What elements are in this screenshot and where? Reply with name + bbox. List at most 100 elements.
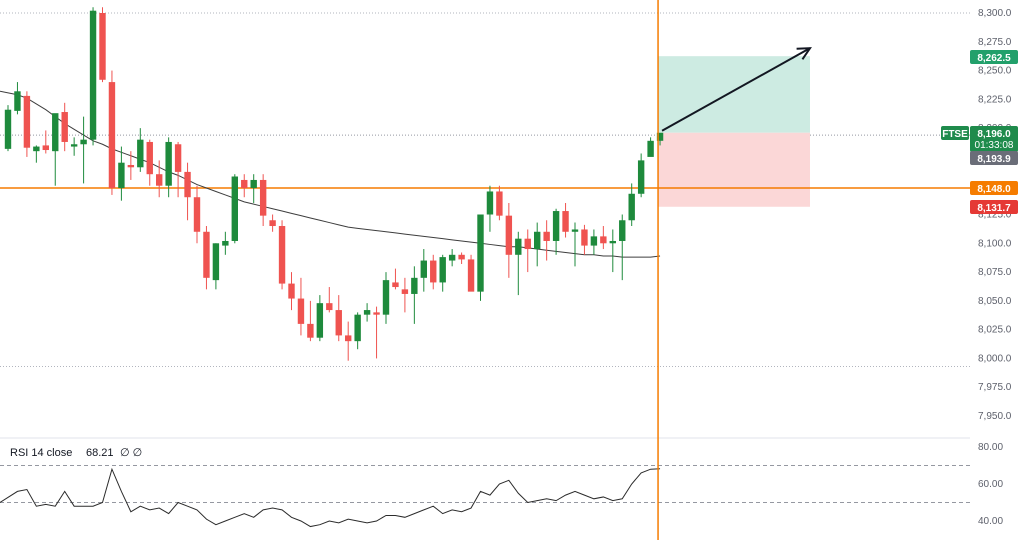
candle	[326, 287, 333, 313]
candle-body	[70, 144, 78, 147]
candle	[647, 137, 654, 157]
candle	[363, 303, 371, 322]
candle-body	[80, 139, 87, 145]
rsi-pane[interactable]	[0, 465, 970, 528]
candle	[118, 146, 125, 201]
candle-body	[146, 141, 153, 175]
symbol-tag-label: FTSE	[942, 129, 968, 140]
candle	[288, 272, 295, 311]
candle	[552, 208, 560, 255]
candle	[609, 229, 616, 273]
candle	[354, 312, 361, 350]
candle-body	[297, 298, 305, 324]
price-tick-label: 8,250.0	[978, 66, 1012, 77]
rsi-tick-label: 60.00	[978, 479, 1003, 490]
stop-price-tag	[970, 200, 1018, 214]
level-price-label: 8,148.0	[977, 184, 1011, 195]
candle-body	[269, 220, 276, 227]
candle-body	[241, 179, 248, 189]
candle-body	[382, 280, 390, 315]
rsi-indicator-value: 68.21	[86, 447, 114, 459]
current-price-tag	[970, 126, 1018, 152]
candle	[14, 82, 21, 115]
candle-body	[430, 260, 437, 283]
candle	[392, 268, 399, 290]
candle-body	[496, 191, 503, 216]
price-tick-label: 8,125.0	[978, 210, 1012, 221]
price-tick-label: 8,000.0	[978, 353, 1012, 364]
candle-body	[42, 145, 49, 151]
candle	[496, 185, 503, 221]
price-tick-label: 8,275.0	[978, 37, 1012, 48]
price-tick-label: 8,050.0	[978, 296, 1012, 307]
candle-body	[288, 283, 295, 299]
candle	[250, 174, 257, 203]
candle-body	[552, 211, 560, 241]
candle	[70, 137, 78, 156]
candle	[269, 214, 276, 232]
candle	[259, 174, 267, 227]
price-tick-label: 7,975.0	[978, 382, 1012, 393]
rsi-indicator-title[interactable]: RSI 14 close	[10, 447, 72, 459]
candle-body	[174, 144, 182, 172]
candle-body	[363, 310, 371, 315]
candle-body	[401, 289, 409, 294]
candle	[656, 132, 664, 146]
candle-body	[439, 257, 446, 283]
candle	[222, 231, 229, 255]
stop-zone[interactable]	[658, 132, 810, 207]
candle	[448, 249, 456, 267]
candle	[401, 277, 409, 313]
rsi-indicator-extra: ∅ ∅	[120, 447, 142, 459]
candle	[439, 254, 446, 292]
symbol-tag	[941, 126, 969, 140]
last-price-tag	[970, 151, 1018, 165]
candle	[174, 141, 182, 198]
rsi-axis[interactable]: 80.00 60.00 40.00	[978, 442, 1003, 527]
candle-body	[600, 236, 607, 244]
candle	[278, 220, 286, 290]
candle	[42, 130, 49, 154]
candle	[581, 224, 588, 255]
candle-body	[505, 215, 513, 255]
candle-body	[335, 310, 342, 336]
candle-body	[137, 139, 144, 168]
projection-arrow-head	[796, 47, 812, 60]
candle-body	[448, 254, 456, 261]
candle-body	[99, 13, 106, 80]
price-pane[interactable]	[0, 7, 970, 367]
candle	[420, 249, 427, 292]
price-tick-label: 7,950.0	[978, 411, 1012, 422]
candle-body	[477, 214, 484, 292]
candle-body	[590, 236, 598, 246]
current-price-label: 8,196.0	[977, 129, 1011, 140]
price-tick-label: 8,300.0	[978, 8, 1012, 19]
price-axis[interactable]: 8,300.08,275.08,250.08,225.08,200.08,175…	[978, 8, 1012, 422]
candle-body	[609, 240, 616, 244]
candle-body	[562, 211, 569, 232]
candle	[628, 183, 635, 227]
projection-arrow-line[interactable]	[661, 47, 811, 132]
candle	[316, 295, 324, 342]
candle	[108, 70, 116, 195]
candle	[637, 153, 645, 198]
candle-body	[33, 146, 40, 152]
candle	[4, 105, 12, 152]
candle-body	[127, 164, 135, 168]
candle	[335, 295, 342, 342]
price-tick-label: 8,225.0	[978, 94, 1012, 105]
candle	[212, 243, 220, 290]
candle	[61, 102, 68, 152]
candle	[127, 151, 135, 180]
candle	[23, 91, 31, 157]
candle-body	[373, 312, 380, 315]
candle-body	[458, 254, 465, 260]
candle-body	[52, 113, 59, 152]
candle	[156, 160, 163, 198]
rsi-line	[0, 467, 661, 528]
candle-body	[524, 238, 531, 250]
candle	[33, 145, 40, 163]
candle-body	[637, 160, 645, 194]
candle-body	[656, 132, 664, 141]
